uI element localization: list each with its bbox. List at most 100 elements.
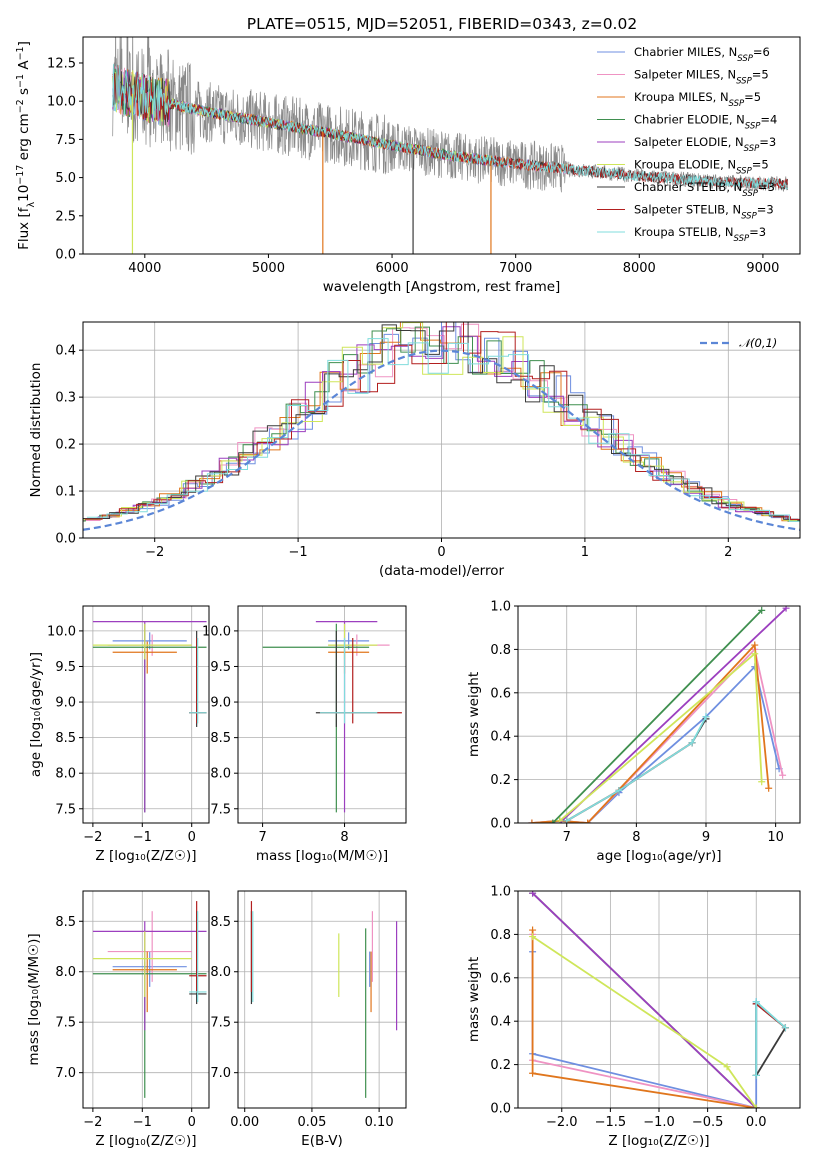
x-axis-label: E(B-V) (301, 1133, 343, 1149)
panel-age-vs-Z: −2 −1 0 7.5 8.0 8.5 9.0 9.5 10.0 Z [log₁₀(Z/Z☉)] a… (28, 605, 210, 864)
y-tick-label: 8.5 (55, 731, 76, 746)
y-tick-label: 0.2 (55, 438, 76, 453)
x-tick-label: 0 (437, 545, 445, 560)
mass-weight-line (552, 609, 763, 823)
y-tick-label: 0.8 (490, 928, 511, 943)
y-tick-label: 7.5 (210, 1016, 231, 1031)
residual-histogram-step (83, 326, 800, 520)
y-tick-label: 0.4 (490, 730, 511, 745)
axes-frame (82, 890, 210, 1109)
mass-weight-marker (758, 778, 766, 786)
x-tick-label: −2 (145, 545, 164, 560)
y-tick-label: 7.5 (210, 802, 231, 817)
panel-weight-vs-Z: −2.0 −1.5 −1.0 −0.5 0.0 0.0 0.2 0.4 0.6 0.8 1.0 Z [… (466, 885, 801, 1149)
y-tick-label: 8.5 (210, 731, 231, 746)
x-axis-label: Z [log₁₀(Z/Z☉)] (95, 1133, 196, 1149)
y-tick-label: 5.0 (55, 171, 76, 186)
mass-weight-marker (752, 1104, 760, 1108)
y-tick-label: 0.3 (55, 391, 76, 406)
y-tick-label: 0.0 (490, 817, 511, 832)
mass-weight-marker (702, 713, 710, 721)
y-axis-label: mass [log₁₀(M/M☉)] (26, 933, 42, 1065)
panel-mass-vs-Z: −2 −1 0 7.0 7.5 8.0 8.5 Z [log₁₀(Z/Z☉)] mass [lo… (26, 890, 210, 1149)
panel-mass-vs-EBV: 0.00 0.05 0.10 7.0 7.5 8.0 8.5 E(B-V) (210, 890, 407, 1149)
y-axis-label: mass weight (466, 957, 482, 1042)
mass-weight-marker (752, 1071, 760, 1079)
x-tick-label: −2 (83, 1115, 102, 1130)
x-axis-label: Z [log₁₀(Z/Z☉)] (95, 848, 196, 864)
y-tick-label: 7.5 (55, 133, 76, 148)
residual-histogram-step (85, 322, 800, 520)
y-axis-label: age [log₁₀(age/yr)] (28, 652, 44, 777)
x-tick-label: −2.0 (546, 1115, 578, 1130)
y-tick-label: 9.0 (55, 696, 76, 711)
y-tick-label: 1.0 (490, 885, 511, 900)
y-tick-label: 10.0 (47, 624, 76, 639)
x-tick-label: 5000 (252, 261, 285, 276)
x-axis-label: Z [log₁₀(Z/Z☉)] (608, 1133, 709, 1149)
y-tick-label: 7.0 (55, 1066, 76, 1081)
x-axis-label: mass [log₁₀(M/M☉)] (256, 848, 388, 864)
mass-weight-marker (549, 819, 557, 823)
mass-weight-marker (529, 891, 537, 897)
y-tick-label: 9.5 (55, 660, 76, 675)
x-tick-label: 7 (563, 830, 571, 845)
y-tick-label: 0.1 (55, 485, 76, 500)
x-tick-label: 10 (767, 830, 784, 845)
y-tick-label: 8.5 (55, 915, 76, 930)
y-tick-label: 7.5 (55, 802, 76, 817)
x-tick-label: 7 (258, 830, 266, 845)
y-tick-label: 9.5 (210, 660, 231, 675)
y-axis-label: Flux [fλ10−17 erg cm−2 s−1 A−1] (15, 41, 37, 250)
x-tick-label: 8 (340, 830, 348, 845)
mass-weight-marker (529, 1069, 537, 1077)
x-tick-label: 6000 (376, 261, 409, 276)
x-tick-label: −1 (289, 545, 308, 560)
x-tick-label: 8000 (623, 261, 656, 276)
residual-histogram-step (86, 338, 800, 522)
x-axis-label: wavelength [Angstrom, rest frame] (323, 279, 561, 295)
model-line (112, 63, 788, 190)
x-tick-label: −1 (133, 830, 152, 845)
y-axis-label: Normed distribution (28, 363, 44, 498)
mass-weight-marker (584, 819, 592, 823)
legend-label: 𝒩(0,1) (739, 336, 777, 350)
mass-weight-marker (758, 606, 766, 614)
plot-area-spectrum (112, 37, 788, 254)
mass-weight-marker (529, 933, 537, 941)
y-tick-label: 0.6 (490, 686, 511, 701)
y-tick-label: 9.0 (210, 696, 231, 711)
x-tick-label: 9 (702, 830, 710, 845)
mass-weight-marker (781, 1024, 789, 1032)
x-tick-label: 9000 (746, 261, 779, 276)
plot-area-residuals (83, 322, 800, 531)
y-tick-label: 0.2 (490, 1058, 511, 1073)
plot-area-weight-vs-Z (529, 891, 789, 1108)
axes-frame (82, 36, 801, 255)
plot-area-weight-vs-age (528, 606, 790, 823)
mass-weight-marker (765, 784, 773, 792)
mass-weight-marker (751, 641, 759, 649)
mass-weight-marker (688, 739, 696, 747)
y-tick-label: 0.8 (490, 643, 511, 658)
x-tick-label: 0 (188, 830, 196, 845)
panel-weight-vs-age: 7 8 9 10 0.0 0.2 0.4 0.6 0.8 1.0 age [log₁₀(age/yr… (466, 600, 801, 864)
mass-weight-line (566, 716, 707, 822)
panel-residuals: −2 −1 0 1 2 0.0 0.1 0.2 0.3 0.4 (data-model)/error… (28, 321, 801, 579)
residual-histogram-step (83, 322, 800, 522)
y-tick-label: 7.0 (210, 1066, 231, 1081)
y-axis-label: mass weight (466, 672, 482, 757)
mass-weight-marker (751, 650, 759, 658)
plot-area-mass-vs-EBV (250, 901, 398, 1098)
mass-weight-line (531, 892, 757, 1108)
mass-weight-marker (782, 606, 790, 612)
plot-area-age-vs-Z (92, 621, 207, 813)
x-axis-label: (data-model)/error (379, 563, 505, 579)
y-tick-label: 8.0 (210, 767, 231, 782)
axes-frame (237, 890, 407, 1109)
mass-weight-line (559, 607, 787, 823)
y-tick-label: 0.0 (55, 532, 76, 547)
y-tick-label: 7.5 (55, 1016, 76, 1031)
axes-frame (82, 605, 210, 824)
